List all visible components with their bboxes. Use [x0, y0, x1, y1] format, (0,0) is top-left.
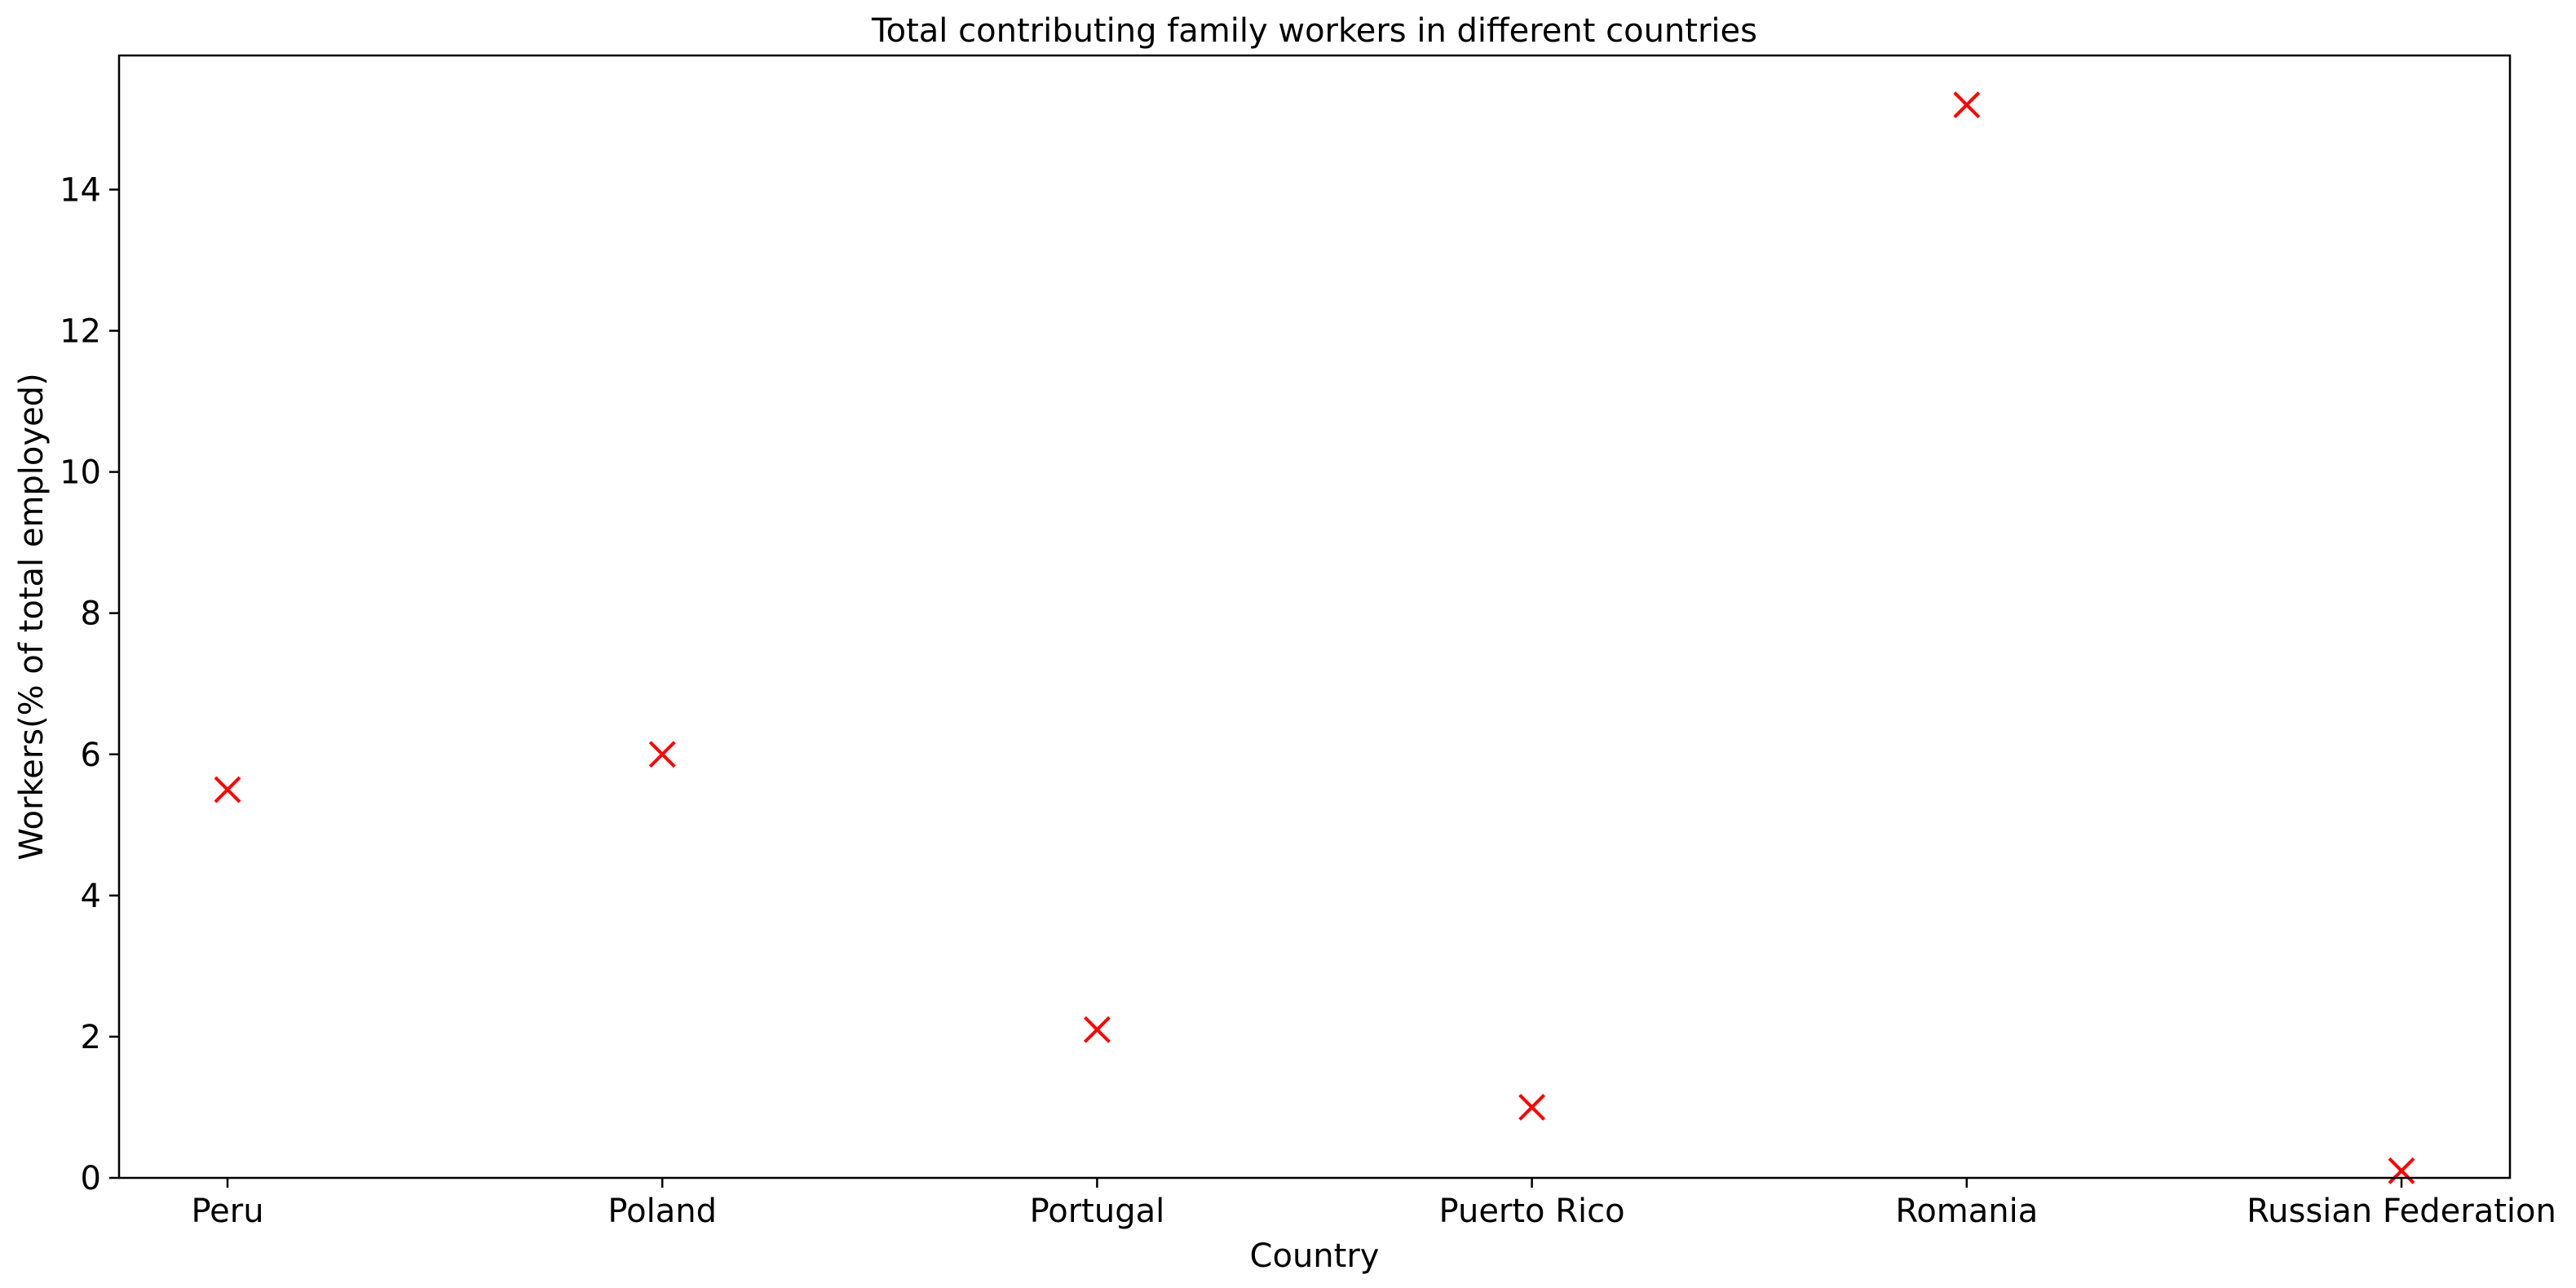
x-tick-label: Peru	[191, 1193, 263, 1230]
data-point	[2388, 1157, 2415, 1184]
y-tick-label: 4	[81, 878, 101, 915]
data-point	[1518, 1094, 1546, 1121]
y-tick-label: 0	[81, 1160, 101, 1197]
x-axis: Peru Poland Portugal Puerto Rico Romania Russ…	[191, 1178, 2556, 1230]
x-tick-label: Puerto Rico	[1439, 1193, 1625, 1230]
y-tick-label: 12	[60, 313, 101, 351]
data-point-stroke	[214, 776, 241, 803]
data-point-stroke	[2388, 1157, 2415, 1184]
y-tick-label: 10	[60, 454, 101, 492]
x-tick-label: Poland	[608, 1193, 717, 1230]
chart-title: Total contributing family workers in dif…	[871, 12, 1757, 50]
y-axis-label: Workers(% of total employed)	[13, 373, 51, 860]
x-tick-label: Romania	[1895, 1193, 2038, 1230]
data-point-stroke	[648, 741, 676, 768]
x-tick-label: Russian Federation	[2247, 1193, 2556, 1230]
data-markers	[214, 91, 2415, 1184]
plot-frame	[117, 54, 2512, 1180]
data-point	[648, 741, 676, 768]
x-tick-label: Portugal	[1030, 1193, 1165, 1230]
data-point	[1953, 91, 1981, 118]
data-point	[214, 776, 241, 803]
y-axis: 0 2 4 6 8 10 12 14	[60, 171, 119, 1197]
y-tick-label: 2	[81, 1019, 101, 1056]
y-tick-label: 14	[60, 171, 101, 209]
data-point-stroke	[1083, 1016, 1111, 1043]
x-axis-label: Country	[1250, 1237, 1380, 1275]
data-point-stroke	[1953, 91, 1981, 118]
y-tick-label: 6	[81, 737, 101, 774]
data-point-stroke	[1518, 1094, 1546, 1121]
y-tick-label: 8	[81, 595, 101, 633]
data-point	[1083, 1016, 1111, 1043]
